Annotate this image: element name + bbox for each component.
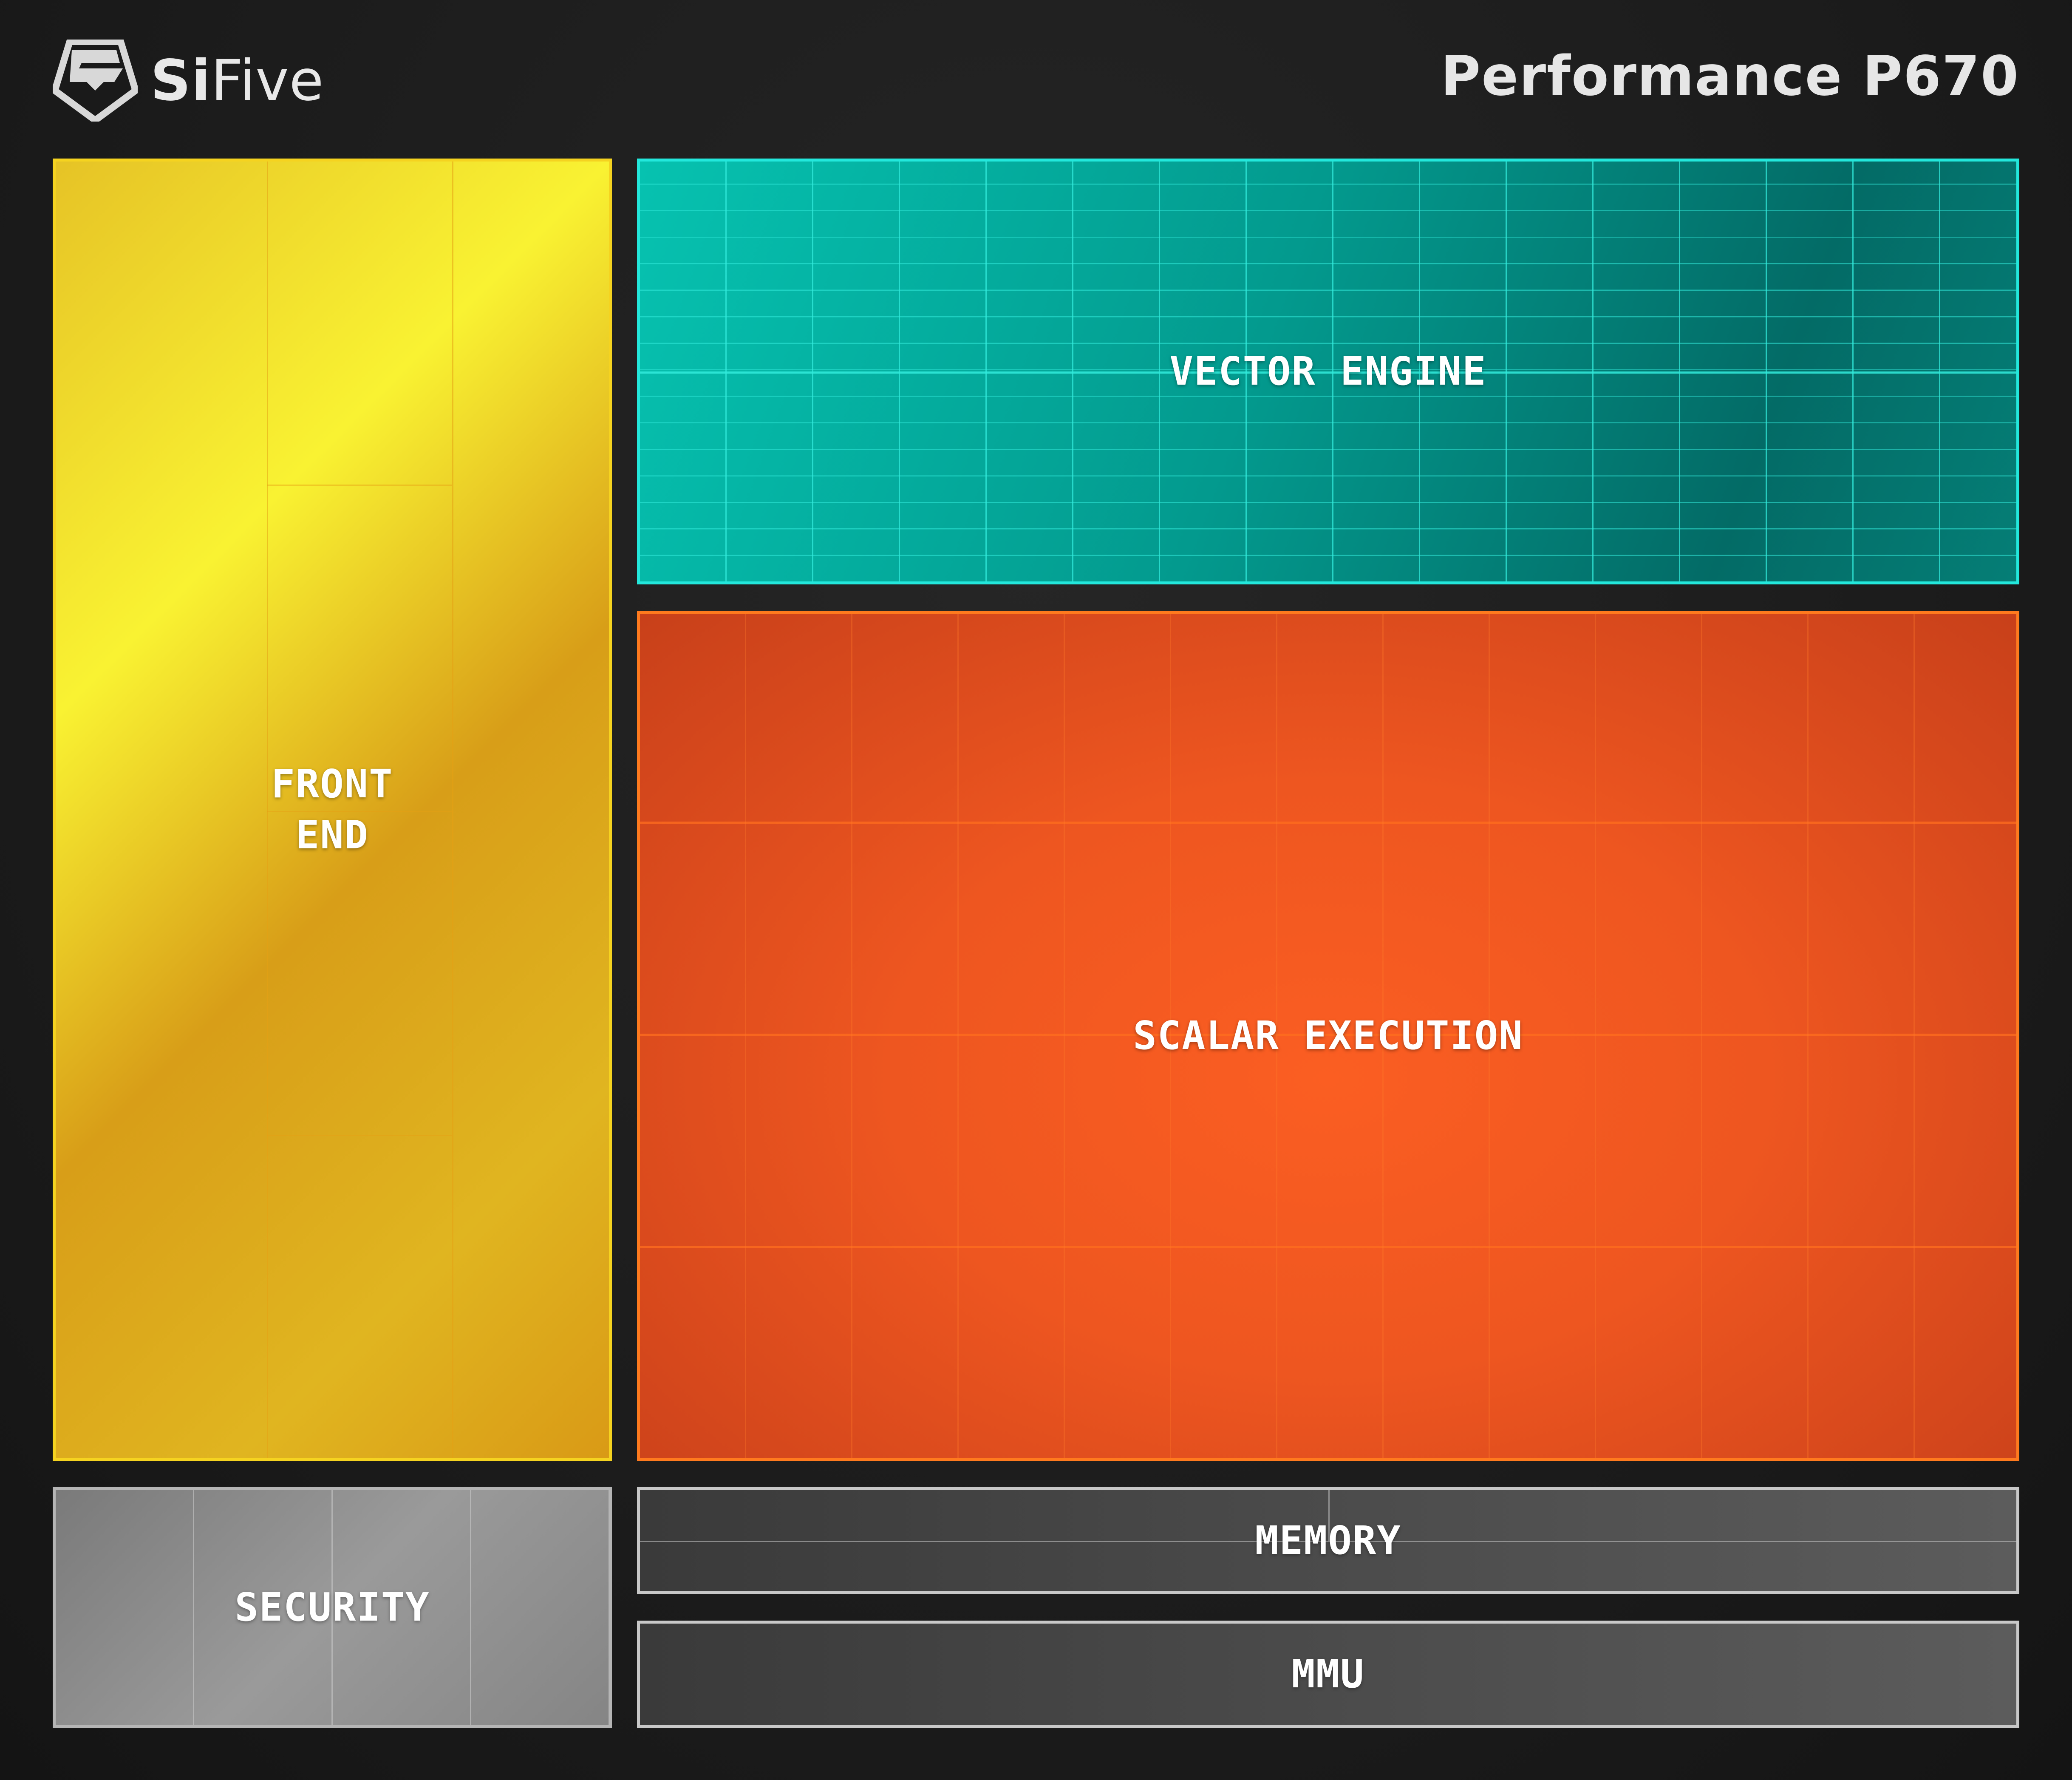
mmu-block: MMU xyxy=(637,1621,2019,1728)
security-label: SECURITY xyxy=(235,1584,430,1630)
brand-name: SiFive xyxy=(150,48,324,113)
brand-bold: Si xyxy=(150,48,211,113)
product-title: Performance P670 xyxy=(1441,45,2019,108)
grid-line xyxy=(1328,1490,1330,1541)
scalar-execution-label: SCALAR EXECUTION xyxy=(1133,1013,1523,1059)
sifive-logo-icon xyxy=(53,40,138,122)
grid-line xyxy=(267,811,452,812)
grid-line xyxy=(267,162,268,1458)
grid-line xyxy=(267,1135,452,1136)
security-block: SECURITY xyxy=(53,1487,612,1728)
brand-light: Five xyxy=(211,48,324,113)
grid-line xyxy=(640,371,2016,374)
memory-block: MEMORY xyxy=(637,1487,2019,1594)
front-end-block: FRONT END xyxy=(53,159,612,1461)
grid-line xyxy=(640,1541,2016,1542)
memory-label: MEMORY xyxy=(1255,1518,1401,1564)
vector-engine-block: VECTOR ENGINE xyxy=(637,159,2019,584)
sifive-logo: SiFive xyxy=(53,40,324,122)
grid-line xyxy=(267,485,452,486)
grid-line xyxy=(452,162,453,1458)
mmu-label: MMU xyxy=(1291,1651,1365,1697)
vector-engine-label: VECTOR ENGINE xyxy=(1169,349,1487,394)
front-end-label: FRONT END xyxy=(271,761,393,858)
scalar-execution-block: SCALAR EXECUTION xyxy=(637,611,2019,1461)
